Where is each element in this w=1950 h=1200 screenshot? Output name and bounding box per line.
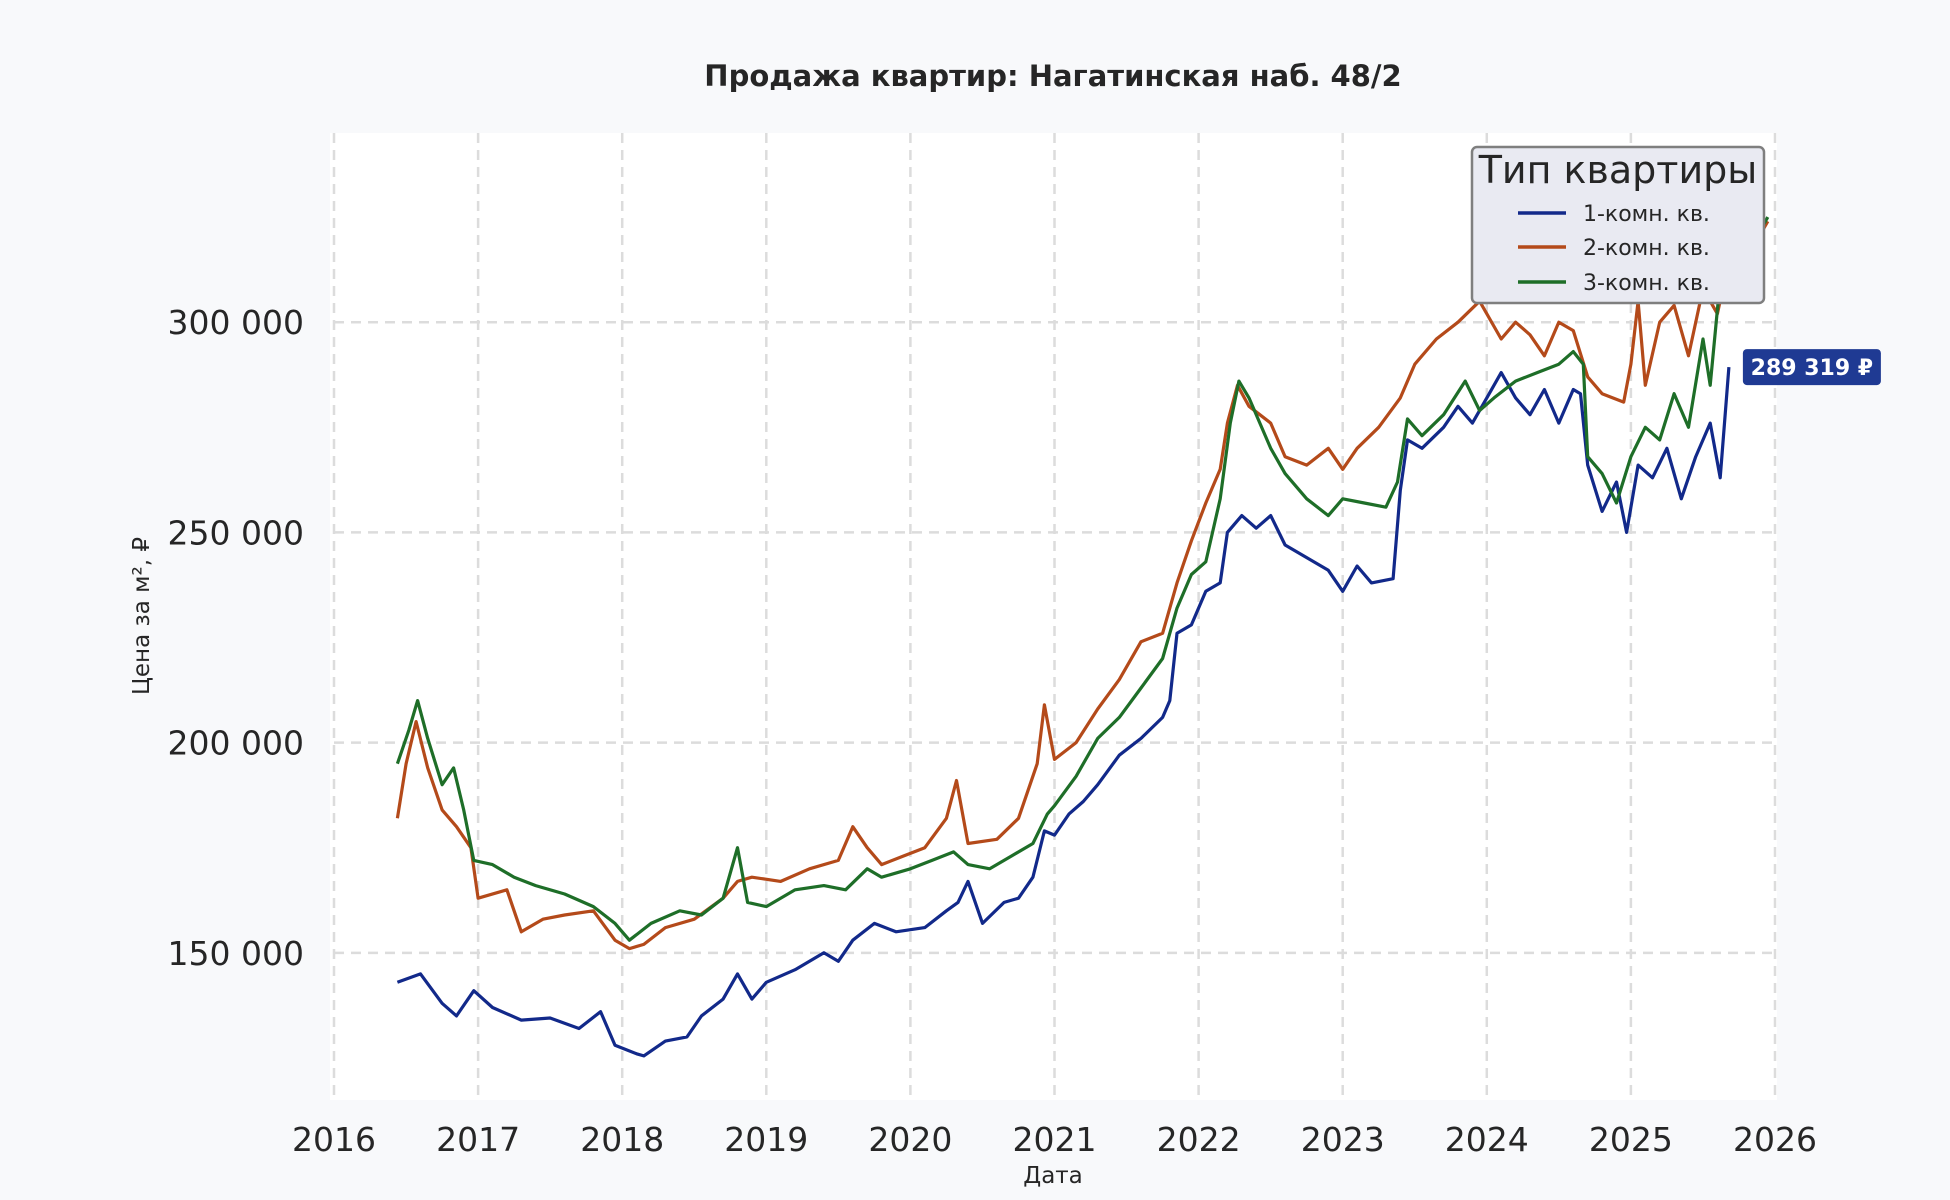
price-badge-box — [1742, 349, 1881, 386]
legend: Тип квартиры 1-комн. кв. 2-комн. кв. 3-к… — [1470, 145, 1766, 305]
x-axis-label: Дата — [1023, 1163, 1083, 1189]
x-tick-label: 2024 — [1445, 1120, 1529, 1159]
x-tick-label: 2021 — [1013, 1120, 1097, 1159]
price-badge: 289 319 ₽ — [1742, 349, 1881, 386]
legend-box — [1470, 145, 1766, 305]
x-tick-label: 2018 — [580, 1120, 664, 1159]
y-tick-label: 250 000 — [168, 513, 304, 552]
series-line-3 — [395, 216, 1770, 942]
y-tick-label: 300 000 — [168, 303, 304, 342]
x-tick-label: 2019 — [724, 1120, 808, 1159]
x-axis-ticks: 2016 2017 2018 2019 2020 2021 2022 2023 2024 2025… — [292, 1120, 1817, 1159]
x-tick-label: 2020 — [868, 1120, 952, 1159]
y-axis-ticks: 150 000 200 000 250 000 300 000 — [168, 303, 304, 973]
x-tick-label: 2022 — [1157, 1120, 1241, 1159]
x-tick-label: 2023 — [1301, 1120, 1385, 1159]
x-tick-label: 2017 — [436, 1120, 520, 1159]
y-axis-label: Цена за м², ₽ — [129, 537, 155, 695]
series-lines — [395, 216, 1770, 1058]
legend-label-3: 3-комн. кв. — [1583, 271, 1710, 296]
x-tick-label: 2016 — [292, 1120, 376, 1159]
chart-title: Продажа квартир: Нагатинская наб. 48/2 — [704, 59, 1401, 93]
legend-label-1: 1-комн. кв. — [1583, 202, 1710, 227]
x-tick-label: 2025 — [1589, 1120, 1673, 1159]
legend-title: Тип квартиры — [1478, 148, 1758, 192]
y-tick-label: 150 000 — [168, 934, 304, 973]
annotations: 289 319 ₽ — [1742, 349, 1881, 386]
x-tick-label: 2026 — [1733, 1120, 1817, 1159]
price-badge-text: 289 319 ₽ — [1751, 356, 1873, 381]
y-tick-label: 200 000 — [168, 724, 304, 763]
legend-label-2: 2-комн. кв. — [1583, 236, 1710, 261]
series-line-1 — [396, 366, 1731, 1058]
